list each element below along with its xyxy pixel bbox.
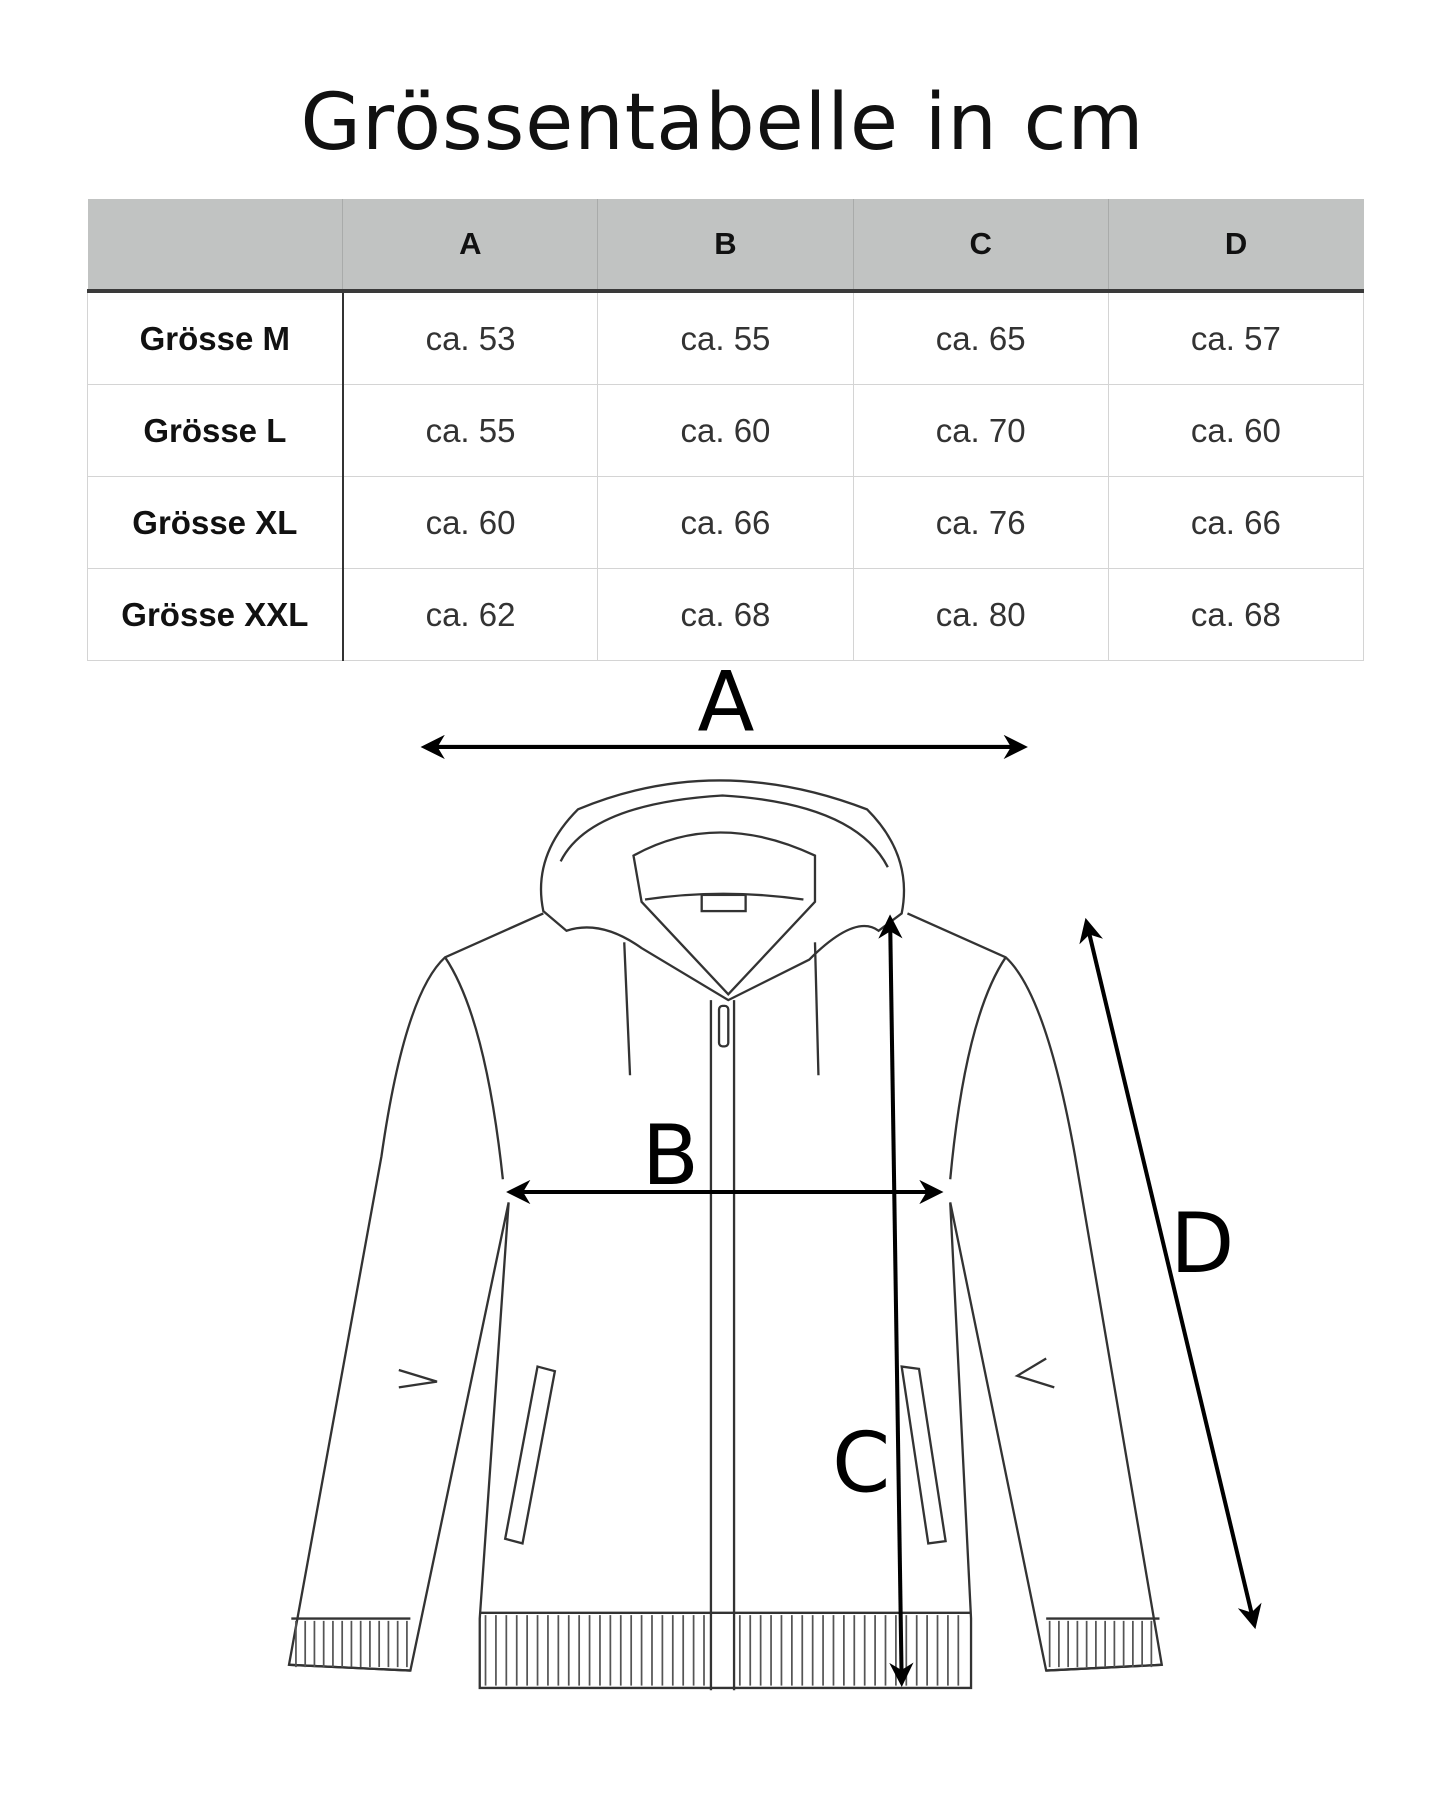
cell: ca. 60 [342, 476, 599, 569]
table-row: Grösse M ca. 53 ca. 55 ca. 65 ca. 57 [86, 290, 1365, 385]
size-label: Grösse M [86, 290, 344, 385]
cell: ca. 68 [1107, 568, 1365, 661]
cell: ca. 68 [597, 568, 854, 661]
label-d: D [1170, 1195, 1234, 1292]
cell: ca. 62 [342, 568, 599, 661]
measurement-arrows [420, 734, 1262, 1687]
header-d: D [1107, 199, 1364, 293]
page-title: Grössentabelle in cm [300, 78, 1145, 168]
size-label: Grösse L [86, 384, 344, 477]
table-header-row: A B C D [87, 199, 1364, 293]
header-empty [87, 199, 343, 293]
cell: ca. 65 [852, 290, 1109, 385]
cell: ca. 57 [1107, 290, 1365, 385]
cell: ca. 55 [597, 290, 854, 385]
size-label: Grösse XXL [86, 568, 344, 661]
header-b: B [597, 199, 854, 293]
label-b: B [642, 1107, 699, 1204]
size-label: Grösse XL [86, 476, 344, 569]
table-row: Grösse L ca. 55 ca. 60 ca. 70 ca. 60 [86, 384, 1365, 477]
arrow-d [1079, 917, 1262, 1630]
table-row: Grösse XL ca. 60 ca. 66 ca. 76 ca. 66 [86, 476, 1365, 569]
header-c: C [852, 199, 1109, 293]
cell: ca. 80 [852, 568, 1109, 661]
label-c: C [832, 1414, 890, 1511]
cell: ca. 66 [1107, 476, 1365, 569]
header-a: A [342, 199, 598, 293]
arrow-c [878, 914, 914, 1687]
cell: ca. 70 [852, 384, 1109, 477]
ribbing [295, 1615, 1153, 1686]
table-row: Grösse XXL ca. 62 ca. 68 ca. 80 ca. 68 [86, 568, 1365, 661]
label-a: A [697, 654, 754, 751]
jacket-outline [287, 779, 1164, 1691]
size-table: A B C D Grösse M ca. 53 ca. 55 ca. 65 ca… [86, 199, 1365, 661]
